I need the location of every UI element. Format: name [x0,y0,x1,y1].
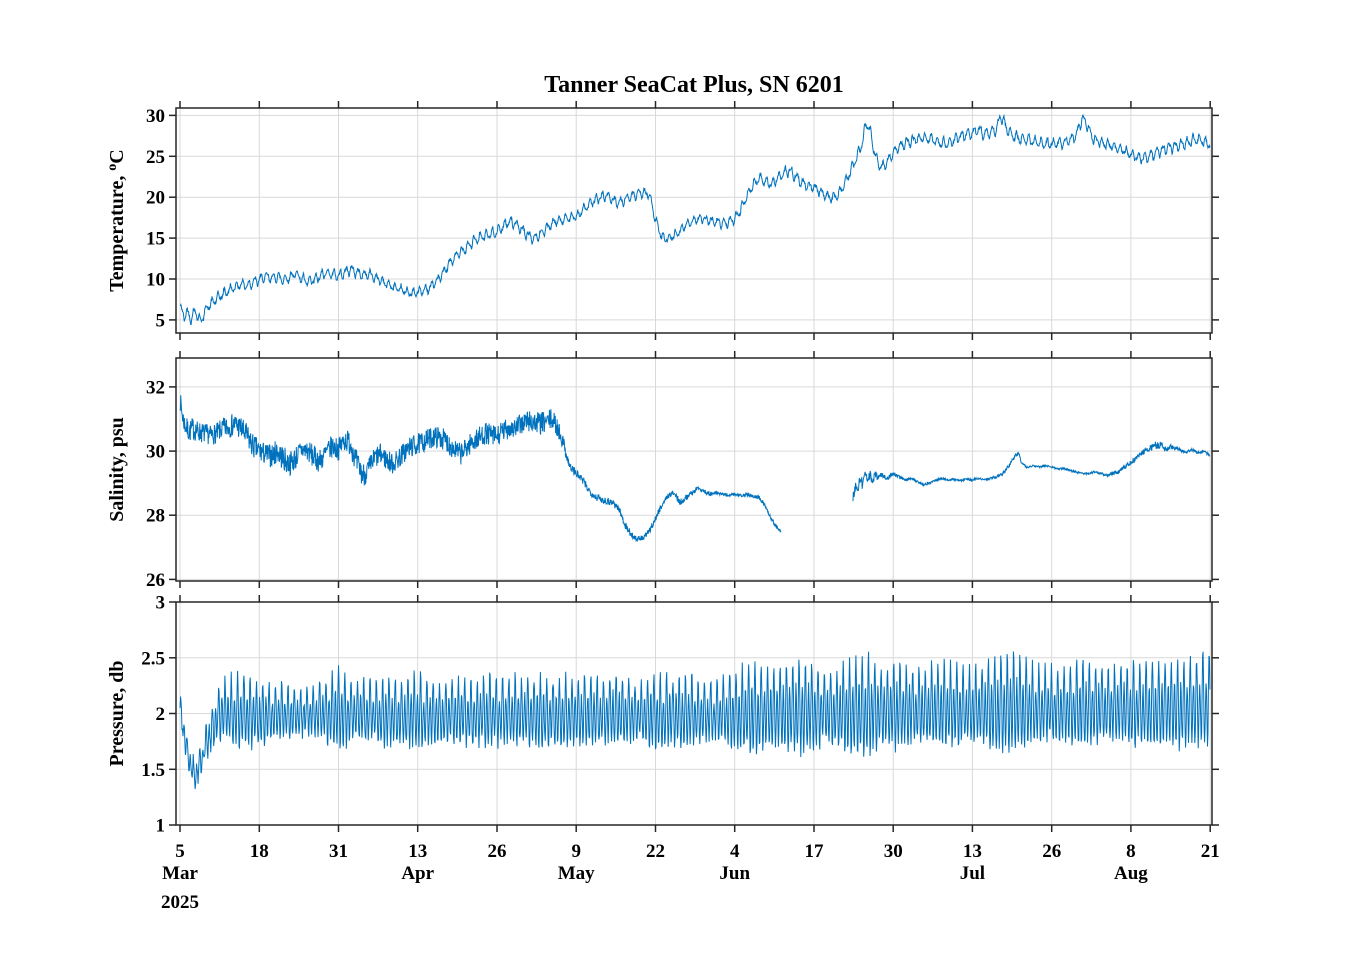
temperature-line [179,113,1211,326]
x-tick-label: 13 [963,841,982,862]
y-tick-label: 5 [156,310,166,331]
y-tick-label: 28 [146,506,165,527]
subplot-salinity: 26 28 30 32 Salinity, psu [106,351,1219,591]
x-tick-label: 4 [730,841,740,862]
x-tick-label: 18 [250,841,269,862]
y-axis-label: Pressure, db [106,661,128,767]
x-tick-label: 9 [571,841,581,862]
y-tick-label: 1.5 [141,760,165,781]
x-month-label: Mar [162,863,198,884]
x-tick-label: 8 [1126,841,1136,862]
y-axis-label: Salinity, psu [106,417,128,522]
y-tick-label: 1 [156,816,166,837]
x-month-label: May [558,863,595,884]
y-tick-label: 2.5 [141,648,165,669]
y-axis-label-part: Temperature, [106,171,128,292]
salinity-line [179,395,782,543]
x-tick-label: 22 [646,841,665,862]
axes-frame [175,107,1213,334]
y-tick-label: 26 [146,570,165,591]
x-tick-label: 5 [175,841,185,862]
x-tick-label: 30 [884,841,903,862]
x-month-label: Jul [960,863,985,884]
y-axis-label-part: Pressure, db [106,661,128,767]
x-axis-labels: 5 18 31 13 26 9 22 4 17 30 13 26 8 21 Mar Apr May Jun Jul A… [161,841,1220,913]
x-tick-label: 31 [329,841,348,862]
subplot-pressure: 1 1.5 2 2.5 3 Pressure, db [106,593,1219,837]
y-axis-label-part: Salinity, psu [106,417,128,522]
y-axis-label-part: o [105,164,120,171]
y-tick-label: 25 [146,147,165,168]
axes-frame [175,357,1213,582]
pressure-line [179,651,1211,790]
x-tick-label: 26 [488,841,507,862]
y-tick-label: 10 [146,270,165,291]
figure-title: Tanner SeaCat Plus, SN 6201 [544,72,843,98]
y-tick-label: 30 [146,106,165,127]
x-tick-label: 21 [1201,841,1220,862]
x-year-label: 2025 [161,892,199,913]
y-axis-label: Temperature, oC [105,149,128,292]
x-month-label: Aug [1114,863,1148,884]
x-tick-label: 17 [805,841,825,862]
y-axis-label-part: C [106,149,128,163]
subplot-temperature: 5 10 15 20 25 30 Temperature, oC [105,101,1219,340]
y-tick-label: 32 [146,377,165,398]
y-tick-label: 30 [146,442,165,463]
x-tick-label: 26 [1042,841,1061,862]
y-tick-label: 20 [146,188,165,209]
x-month-label: Jun [719,863,750,884]
y-tick-label: 15 [146,229,165,250]
salinity-line [852,441,1211,502]
y-tick-label: 2 [156,704,166,725]
y-tick-label: 3 [156,593,166,614]
x-tick-label: 13 [408,841,427,862]
x-month-label: Apr [401,863,434,884]
